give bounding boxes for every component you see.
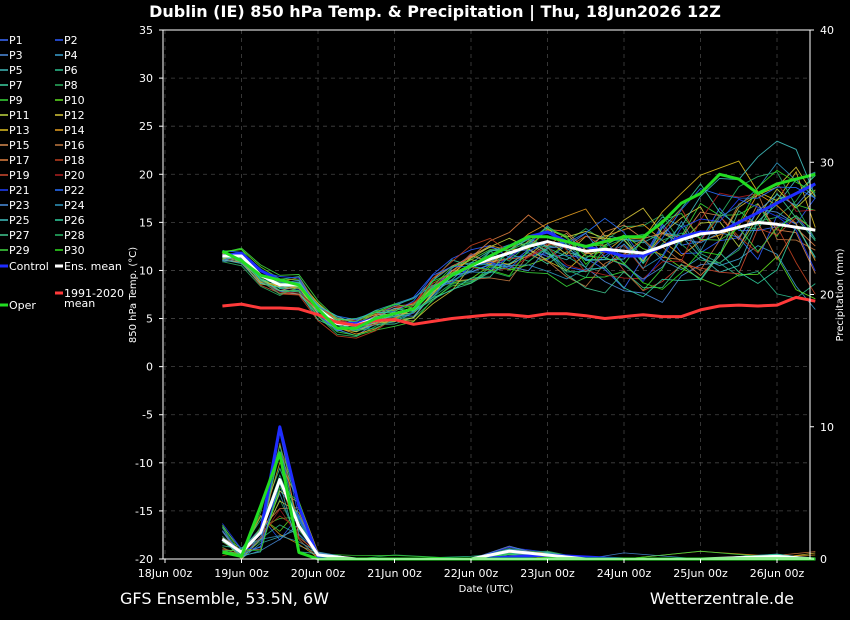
x-axis-label: Date (UTC) [459, 584, 514, 595]
legend-entry: P24 [64, 199, 85, 212]
legend-entry: P15 [9, 139, 30, 152]
legend-entry: P21 [9, 184, 30, 197]
x-tick-label: 24Jun 00z [597, 567, 652, 580]
series-line-1991-2020-mean [222, 295, 816, 327]
legend-entry: P5 [9, 64, 23, 77]
y-tick-label: 5 [146, 313, 153, 326]
legend-entry: P9 [9, 94, 23, 107]
legend-entry: P17 [9, 154, 30, 167]
y-tick-label: 35 [139, 24, 153, 37]
y2-tick-label: 20 [820, 289, 834, 302]
legend-entry: P23 [9, 199, 30, 212]
y-tick-label: 30 [139, 72, 153, 85]
y-tick-label: -20 [135, 553, 153, 566]
y-axis-label: 850 hPa Temp. (°C) [128, 247, 139, 343]
legend-entry: mean [64, 297, 95, 310]
member-line-p24 [222, 162, 816, 325]
legend-entry: P16 [64, 139, 85, 152]
x-tick-label: 26Jun 00z [750, 567, 805, 580]
legend-entry: P11 [9, 109, 30, 122]
y-axis-ticks: 35 30 25 20 15 10 5 0 -5 -10 -15 -20 [135, 24, 163, 566]
y-tick-label: 0 [146, 361, 153, 374]
y-tick-label: 25 [139, 120, 153, 133]
legend-entry: Ens. mean [64, 260, 122, 273]
legend-entry: P30 [64, 244, 85, 257]
footer-model-info: GFS Ensemble, 53.5N, 6W [120, 589, 329, 608]
legend-entry: P2 [64, 34, 78, 47]
legend-entry: P19 [9, 169, 30, 182]
y2-axis-ticks: 40 30 20 10 0 [810, 24, 834, 566]
legend-entry: P1 [9, 34, 23, 47]
precip-line-control [221, 425, 816, 561]
y-tick-label: -5 [142, 409, 153, 422]
legend-entry: P14 [64, 124, 85, 137]
series-line-oper [221, 172, 816, 330]
x-tick-label: 22Jun 00z [444, 567, 499, 580]
legend: P1 P2 P3 P4 P5 P6 P7 P8 P9 P10 P11 P12 P13 P14 P15 P16 P… [0, 34, 124, 312]
legend-entry: P25 [9, 214, 30, 227]
legend-entry: P22 [64, 184, 85, 197]
y2-tick-label: 10 [820, 421, 834, 434]
grid [163, 29, 810, 560]
chart-title: Dublin (IE) 850 hPa Temp. & Precipitatio… [149, 2, 721, 22]
x-tick-label: 23Jun 00z [520, 567, 575, 580]
member-line-p30 [222, 169, 816, 325]
x-tick-label: 18Jun 00z [138, 567, 193, 580]
legend-entry: P28 [64, 229, 85, 242]
legend-entry: P6 [64, 64, 78, 77]
member-lines [222, 140, 816, 560]
y-tick-label: -10 [135, 457, 153, 470]
legend-entry: P26 [64, 214, 85, 227]
legend-entry: P8 [64, 79, 78, 92]
x-tick-label: 19Jun 00z [214, 567, 269, 580]
y2-tick-label: 0 [820, 553, 827, 566]
x-axis-ticks: 18Jun 00z 19Jun 00z 20Jun 00z 21Jun 00z 22Ju… [138, 559, 805, 580]
legend-entry: 1991-2020 [64, 287, 124, 300]
member-line-p9 [222, 202, 816, 336]
precip-line-ens-mean [221, 478, 816, 561]
y-tick-label: 15 [139, 216, 153, 229]
member-line-p29 [222, 212, 816, 323]
legend-entry: P27 [9, 229, 30, 242]
y2-tick-label: 40 [820, 24, 834, 37]
x-tick-label: 20Jun 00z [291, 567, 346, 580]
plot-frame [162, 29, 811, 560]
legend-entry: P29 [9, 244, 30, 257]
y-tick-label: 10 [139, 264, 153, 277]
legend-entry: P4 [64, 49, 78, 62]
legend-entry: P3 [9, 49, 23, 62]
x-tick-label: 25Jun 00z [673, 567, 728, 580]
legend-entry: Control [9, 260, 49, 273]
x-tick-label: 21Jun 00z [367, 567, 422, 580]
legend-entry: P13 [9, 124, 30, 137]
y2-tick-label: 30 [820, 156, 834, 169]
legend-entry: P7 [9, 79, 23, 92]
y-tick-label: 20 [139, 168, 153, 181]
legend-entry: P12 [64, 109, 85, 122]
footer-source: Wetterzentrale.de [650, 589, 794, 608]
member-line-p27 [222, 192, 816, 329]
legend-entry: P18 [64, 154, 85, 167]
y2-axis-label: Precipitation (mm) [835, 248, 846, 341]
legend-entry: P10 [64, 94, 85, 107]
y-tick-label: -15 [135, 505, 153, 518]
legend-entry: Oper [9, 299, 36, 312]
legend-entry: P20 [64, 169, 85, 182]
